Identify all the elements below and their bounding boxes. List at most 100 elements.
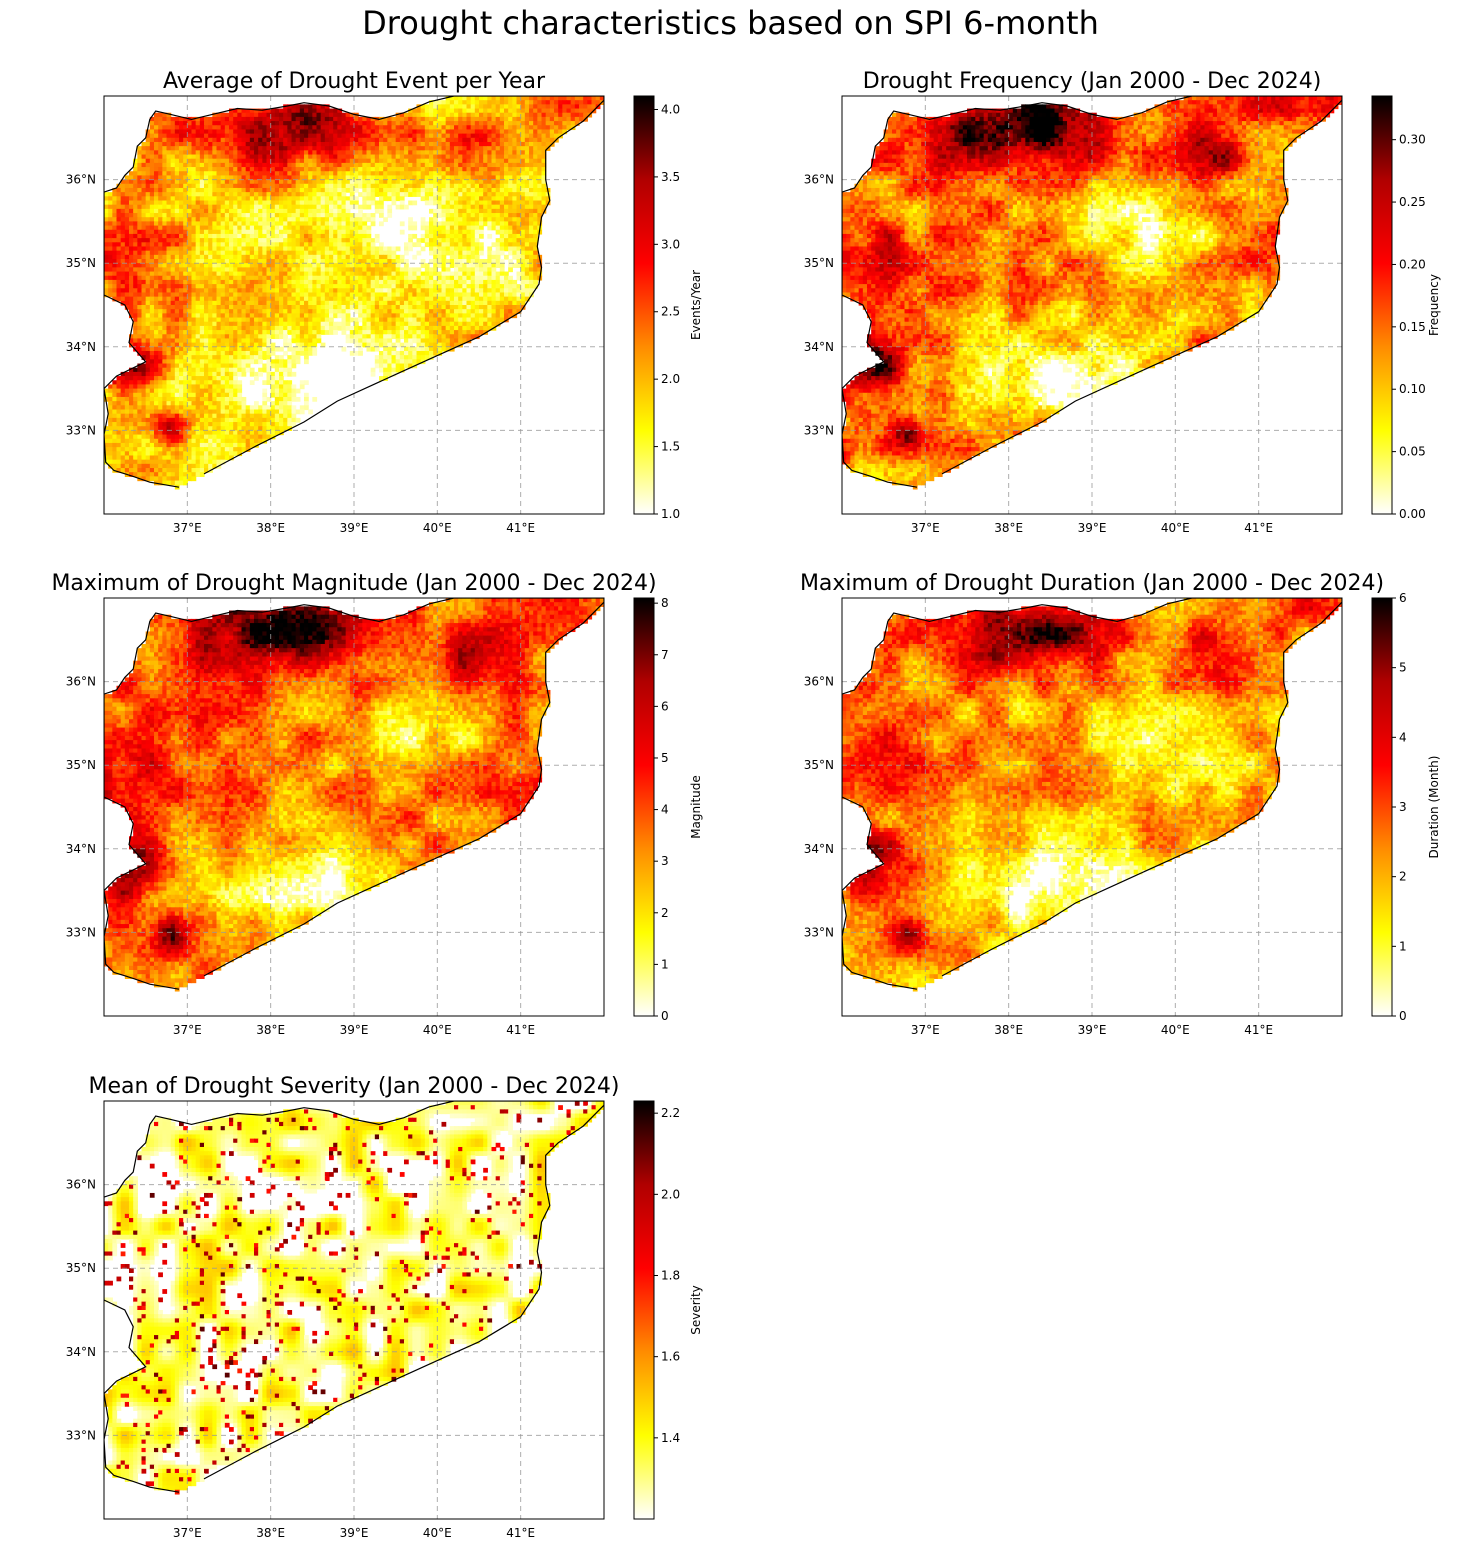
map-figure: Average of Drought Event per Year 37°E 38°… — [66, 69, 703, 535]
x-tick-label: 41°E — [506, 521, 535, 535]
y-tick-label: 36°N — [804, 173, 834, 187]
country-border — [104, 1101, 604, 1493]
map-figure: Mean of Drought Severity (Jan 2000 - Dec… — [66, 1074, 703, 1540]
colorbar-tick-label: 0 — [661, 1009, 669, 1023]
panel-drought-magnitude: Maximum of Drought Magnitude (Jan 2000 -… — [0, 564, 723, 1054]
y-tick-label: 33°N — [66, 925, 96, 939]
y-tick-label: 34°N — [66, 1345, 96, 1359]
panel-title: Mean of Drought Severity (Jan 2000 - Dec… — [89, 1074, 620, 1099]
x-tick-label: 41°E — [506, 1526, 535, 1540]
x-tick-label: 38°E — [994, 521, 1023, 535]
map-axes: 37°E 38°E 39°E 40°E 41°E 36°N 35°N 34°N 33°N — [66, 597, 605, 1037]
map-figure: Maximum of Drought Magnitude (Jan 2000 -… — [51, 571, 703, 1037]
gridlines — [104, 1101, 604, 1519]
y-tick-label: 36°N — [804, 675, 834, 689]
y-tick-label: 35°N — [66, 256, 96, 270]
colorbar-tick-label: 1.5 — [661, 440, 680, 454]
colorbar-tick-label: 4 — [1399, 730, 1407, 744]
colorbar-tick-label: 1 — [1399, 939, 1407, 953]
panel-drought-duration: Maximum of Drought Duration (Jan 2000 - … — [738, 564, 1461, 1054]
colorbar-tick-label: 3.5 — [661, 170, 680, 184]
y-tick-label: 35°N — [66, 1261, 96, 1275]
colorbar: 0 1 2 3 4 5 6 7 8 Magnitude — [633, 596, 703, 1023]
colorbar-tick-label: 3 — [661, 854, 669, 868]
gridlines — [842, 598, 1342, 1016]
y-tick-label: 35°N — [66, 758, 96, 772]
x-tick-label: 40°E — [423, 1526, 452, 1540]
panel-drought-frequency: Drought Frequency (Jan 2000 - Dec 2024) 3… — [738, 62, 1461, 552]
colorbar-tick-label: 0.15 — [1399, 320, 1426, 334]
raster-layer — [104, 598, 604, 992]
x-tick-label: 41°E — [1244, 1023, 1273, 1037]
colorbar: 1.4 1.6 1.8 2.0 2.2 Severity — [633, 1100, 703, 1520]
country-border — [842, 96, 1342, 488]
y-tick-label: 35°N — [804, 256, 834, 270]
y-tick-label: 36°N — [66, 675, 96, 689]
colorbar-tick-label: 1.6 — [661, 1350, 680, 1364]
colorbar: 0 1 2 3 4 5 6 Duration (Month) — [1371, 591, 1441, 1023]
panel-title: Drought Frequency (Jan 2000 - Dec 2024) — [863, 69, 1322, 94]
colorbar-tick-label: 2.0 — [661, 1187, 680, 1201]
panel-average-drought-events: Average of Drought Event per Year 37°E 38°… — [0, 62, 723, 552]
colorbar-tick-label: 5 — [661, 751, 669, 765]
map-axes: 37°E 38°E 39°E 40°E 41°E 36°N 35°N 34°N 33°N — [804, 597, 1343, 1037]
x-tick-label: 37°E — [911, 521, 940, 535]
figure-title: Drought characteristics based on SPI 6-m… — [0, 4, 1461, 42]
y-tick-label: 34°N — [66, 842, 96, 856]
colorbar-tick-label: 2.5 — [661, 305, 680, 319]
map-figure: Drought Frequency (Jan 2000 - Dec 2024) 3… — [804, 69, 1441, 535]
raster-layer — [842, 598, 1342, 992]
x-tick-label: 40°E — [423, 521, 452, 535]
colorbar-tick-label: 0.30 — [1399, 133, 1426, 147]
map-figure: Maximum of Drought Duration (Jan 2000 - … — [800, 571, 1441, 1037]
y-tick-label: 36°N — [66, 1178, 96, 1192]
x-tick-label: 37°E — [173, 521, 202, 535]
colorbar: 0.00 0.05 0.10 0.15 0.20 0.25 0.30 Frequency — [1371, 95, 1441, 521]
colorbar-tick-label: 1.8 — [661, 1269, 680, 1283]
x-tick-label: 39°E — [340, 1526, 369, 1540]
y-tick-label: 33°N — [804, 925, 834, 939]
y-tick-label: 36°N — [66, 173, 96, 187]
colorbar-tick-label: 0 — [1399, 1009, 1407, 1023]
colorbar-tick-label: 6 — [661, 699, 669, 713]
y-tick-label: 34°N — [804, 340, 834, 354]
x-tick-label: 38°E — [994, 1023, 1023, 1037]
raster-layer — [104, 96, 604, 490]
x-tick-label: 37°E — [173, 1526, 202, 1540]
raster-layer — [842, 96, 1342, 490]
map-axes: 37°E 38°E 39°E 40°E 41°E 36°N 35°N 34°N 33°N — [804, 95, 1343, 535]
colorbar-tick-label: 2.0 — [661, 372, 680, 386]
colorbar-tick-label: 8 — [661, 596, 669, 610]
colorbar-tick-label: 7 — [661, 648, 669, 662]
colorbar-tick-label: 0.10 — [1399, 382, 1426, 396]
colorbar-tick-label: 4 — [661, 803, 669, 817]
colorbar-label: Frequency — [1427, 274, 1441, 336]
colorbar-tick-label: 2.2 — [661, 1106, 680, 1120]
country-border — [104, 598, 604, 990]
country-border — [842, 598, 1342, 990]
colorbar-tick-label: 1.0 — [661, 507, 680, 521]
map-axes: 37°E 38°E 39°E 40°E 41°E 36°N 35°N 34°N 33°N — [66, 1100, 605, 1540]
colorbar-tick-label: 5 — [1399, 661, 1407, 675]
gridlines — [842, 96, 1342, 514]
colorbar-label: Magnitude — [689, 775, 703, 839]
colorbar-tick-label: 1.4 — [661, 1431, 680, 1445]
colorbar-tick-label: 0.00 — [1399, 507, 1426, 521]
x-tick-label: 41°E — [506, 1023, 535, 1037]
x-tick-label: 39°E — [1078, 1023, 1107, 1037]
panel-title: Maximum of Drought Duration (Jan 2000 - … — [800, 571, 1384, 596]
colorbar-tick-label: 2 — [1399, 870, 1407, 884]
y-tick-label: 35°N — [804, 758, 834, 772]
colorbar-tick-label: 0.25 — [1399, 195, 1426, 209]
y-tick-label: 34°N — [804, 842, 834, 856]
x-tick-label: 38°E — [256, 1023, 285, 1037]
country-border — [104, 96, 604, 488]
gridlines — [104, 96, 604, 514]
x-tick-label: 39°E — [340, 1023, 369, 1037]
y-tick-label: 34°N — [66, 340, 96, 354]
colorbar: 1.0 1.5 2.0 2.5 3.0 3.5 4.0 Events/Year — [633, 95, 703, 521]
x-tick-label: 38°E — [256, 521, 285, 535]
colorbar-tick-label: 4.0 — [661, 102, 680, 116]
gridlines — [104, 598, 604, 1016]
colorbar-tick-label: 2 — [661, 906, 669, 920]
